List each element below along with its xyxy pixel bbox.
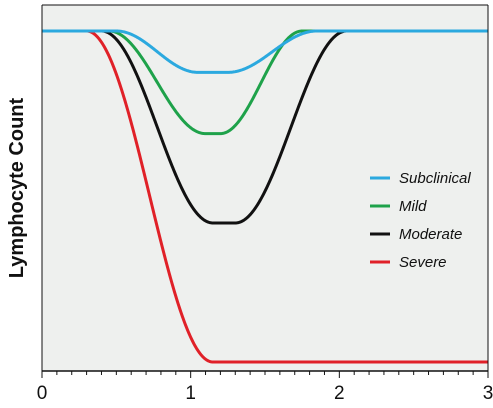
x-tick-label: 2	[334, 383, 345, 404]
y-axis-label: Lymphocyte Count	[6, 97, 28, 278]
series-layer	[41, 29, 489, 364]
x-tick-layer: 0 1 2 3	[37, 371, 493, 404]
x-tick-label: 3	[483, 383, 493, 404]
legend: Subclinical Mild Moderate Severe	[370, 170, 471, 271]
series-line-subclinical	[41, 29, 489, 74]
legend-label-moderate: Moderate	[399, 226, 462, 243]
legend-label-severe: Severe	[399, 254, 447, 271]
legend-label-subclinical: Subclinical	[399, 170, 471, 187]
x-tick-label: 1	[185, 383, 196, 404]
series-line-severe	[41, 29, 489, 364]
legend-label-mild: Mild	[399, 198, 427, 215]
x-tick-label: 0	[37, 383, 48, 404]
